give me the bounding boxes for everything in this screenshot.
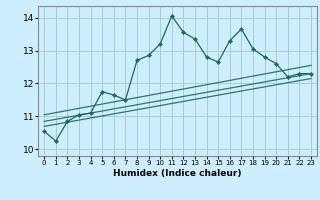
- X-axis label: Humidex (Indice chaleur): Humidex (Indice chaleur): [113, 169, 242, 178]
